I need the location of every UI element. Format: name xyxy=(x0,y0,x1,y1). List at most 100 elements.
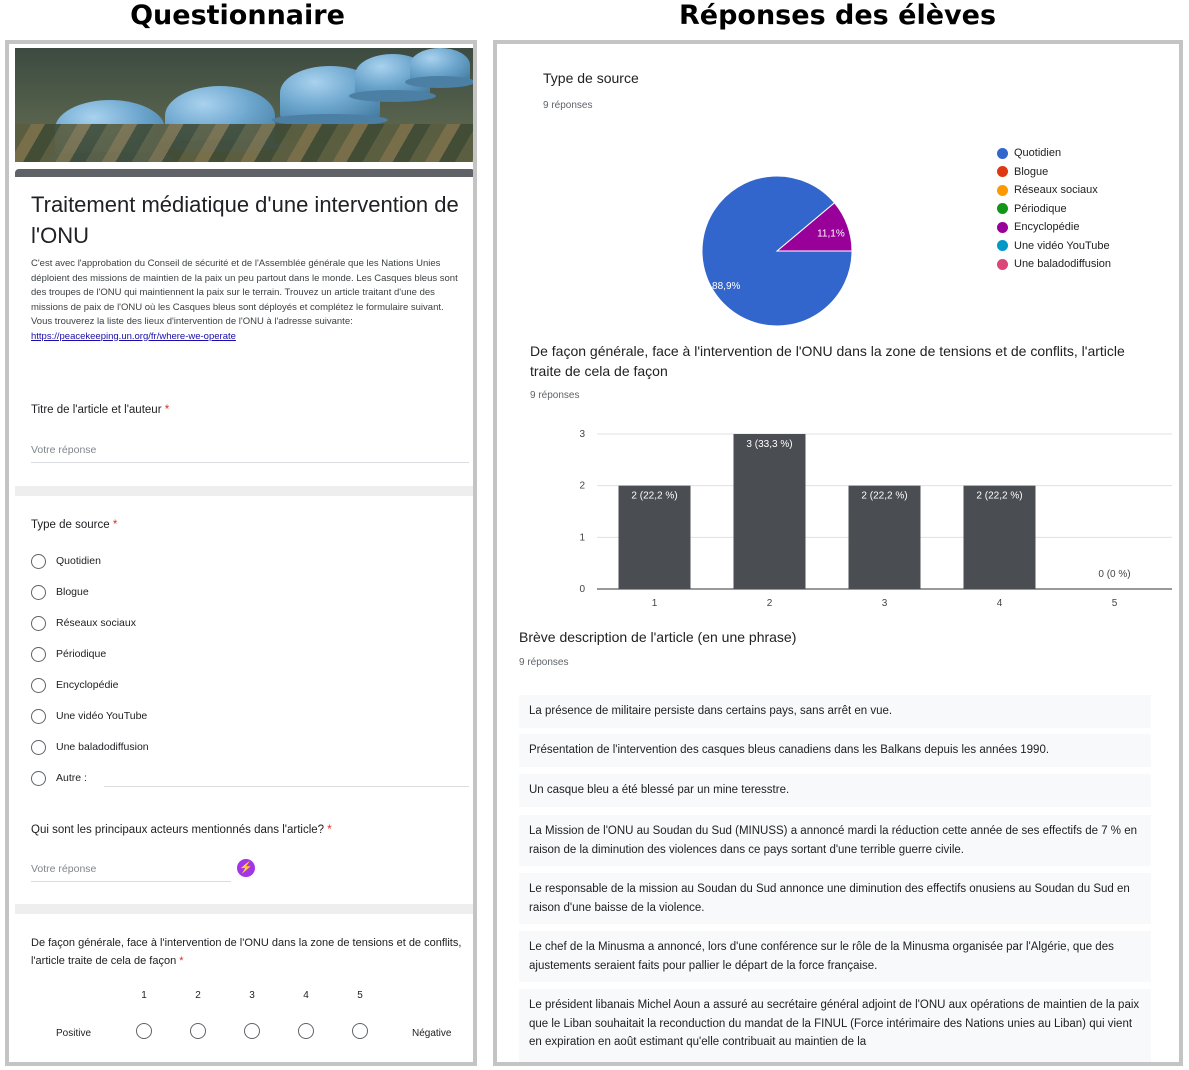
radio-button-icon[interactable] xyxy=(31,584,46,600)
radio-button-icon[interactable] xyxy=(31,708,46,724)
legend-item: Une vidéo YouTube xyxy=(997,240,1110,252)
legend-color-dot xyxy=(997,147,1008,159)
legend-label: Une baladodiffusion xyxy=(1014,258,1112,270)
description-response-count: 9 réponses xyxy=(519,657,569,668)
responses-panel: Type de source 9 réponses 11,1% 88,9% Quo… xyxy=(493,40,1183,1066)
grammar-extension-icon[interactable]: ⚡ xyxy=(237,859,255,877)
x-tick-label: 4 xyxy=(997,598,1003,609)
radio-button-icon[interactable] xyxy=(31,739,46,755)
scale-label-3: 3 xyxy=(249,990,255,1001)
form-description: C'est avec l'approbation du Conseil de s… xyxy=(31,257,461,344)
scale-label-1: 1 xyxy=(141,990,147,1001)
option-reseaux-sociaux[interactable]: Réseaux sociaux xyxy=(31,614,136,632)
scale-high-label: Négative xyxy=(412,1028,452,1039)
option-quotidien[interactable]: Quotidien xyxy=(31,552,101,570)
scale-label-2: 2 xyxy=(195,990,201,1001)
description-response-item: Le chef de la Minusma a annoncé, lors d'… xyxy=(519,931,1151,982)
form-color-strip xyxy=(15,169,473,177)
description-response-item: Présentation de l'intervention des casqu… xyxy=(519,734,1151,767)
header-banner-image xyxy=(15,48,473,162)
description-link-intro: Vous trouverez la liste des lieux d'inte… xyxy=(31,316,353,327)
radio-button-icon[interactable] xyxy=(31,553,46,569)
legend-color-dot xyxy=(997,203,1008,214)
scale-low-label: Positive xyxy=(56,1028,92,1039)
scale-radio-3[interactable] xyxy=(244,1023,260,1039)
description-section-title: Brève description de l'article (en une p… xyxy=(519,629,797,645)
bar-2 xyxy=(733,434,806,589)
bar-data-label: 0 (0 %) xyxy=(1098,569,1130,580)
bar-data-label: 3 (33,3 %) xyxy=(746,439,792,450)
responses-heading: Réponses des élèves xyxy=(678,0,997,31)
questionnaire-panel: Traitement médiatique d'une intervention… xyxy=(5,40,477,1066)
section-divider xyxy=(15,486,473,496)
bar-3 xyxy=(848,485,921,589)
pie-slice-label: 88,9% xyxy=(712,281,740,292)
y-tick-label: 2 xyxy=(579,481,585,492)
legend-color-dot xyxy=(997,221,1008,233)
bar-data-label: 2 (22,2 %) xyxy=(976,491,1022,502)
legend-color-dot xyxy=(997,258,1008,270)
radio-button-icon[interactable] xyxy=(31,677,46,693)
question-treatment-scale: De façon générale, face à l'intervention… xyxy=(31,937,462,967)
scale-label-4: 4 xyxy=(303,990,309,1001)
legend-item: Encyclopédie xyxy=(997,221,1079,233)
operations-link[interactable]: https://peacekeeping.un.org/fr/where-we-… xyxy=(31,330,236,342)
option-blogue[interactable]: Blogue xyxy=(31,583,89,601)
source-type-pie-chart: 11,1% 88,9% xyxy=(701,175,853,327)
bar-data-label: 2 (22,2 %) xyxy=(861,491,907,502)
form-title: Traitement médiatique d'une intervention… xyxy=(31,192,459,248)
question-title-author: Titre de l'article et l'auteur * xyxy=(31,404,170,416)
option-autre[interactable]: Autre : xyxy=(31,769,87,787)
radio-button-icon[interactable] xyxy=(31,646,46,662)
legend-item: Périodique xyxy=(997,203,1067,215)
legend-label: Blogue xyxy=(1014,165,1049,178)
radio-button-icon[interactable] xyxy=(31,615,46,631)
legend-item: Blogue xyxy=(997,166,1048,178)
description-response-item: Le président libanais Michel Aoun a assu… xyxy=(519,989,1151,1062)
question-source-type: Type de source * xyxy=(31,519,118,531)
scale-radio-4[interactable] xyxy=(298,1023,314,1039)
bar-response-count: 9 réponses xyxy=(530,390,580,401)
legend-label: Périodique xyxy=(1014,202,1067,215)
legend-label: Réseaux sociaux xyxy=(1014,184,1098,196)
x-tick-label: 2 xyxy=(767,598,773,609)
legend-label: Quotidien xyxy=(1014,147,1062,159)
y-tick-label: 1 xyxy=(579,532,585,543)
x-tick-label: 5 xyxy=(1112,598,1118,609)
scale-radio-1[interactable] xyxy=(136,1023,152,1039)
legend-color-dot xyxy=(997,184,1008,196)
bar-4 xyxy=(963,485,1036,589)
other-text-input[interactable] xyxy=(104,786,469,787)
legend-color-dot xyxy=(997,166,1008,177)
pie-slice-quotidien xyxy=(701,175,853,327)
title-author-input[interactable]: Votre réponse xyxy=(31,444,469,463)
y-tick-label: 3 xyxy=(579,429,585,440)
bar-1 xyxy=(618,485,691,589)
section-divider xyxy=(15,904,473,914)
description-response-item: La présence de militaire persiste dans c… xyxy=(519,695,1151,728)
option-video-youtube[interactable]: Une vidéo YouTube xyxy=(31,707,147,725)
legend-item: Une baladodiffusion xyxy=(997,258,1111,270)
pie-section-title: Type de source xyxy=(543,70,639,86)
description-paragraph: C'est avec l'approbation du Conseil de s… xyxy=(31,258,458,313)
treatment-bar-chart: 0 1 2 3 2 (22,2 %) 1 3 (33,3 %) 2 2 (22,2 %) 3 2 (… xyxy=(579,429,1172,609)
scale-radio-2[interactable] xyxy=(190,1023,206,1039)
questionnaire-heading: Questionnaire xyxy=(130,0,345,31)
description-response-item: La Mission de l'ONU au Soudan du Sud (MI… xyxy=(519,815,1151,866)
question-main-actors: Qui sont les principaux acteurs mentionn… xyxy=(31,824,332,836)
y-tick-label: 0 xyxy=(579,584,585,595)
x-tick-label: 1 xyxy=(652,598,658,609)
bar-section-title: De façon générale, face à l'intervention… xyxy=(530,343,1125,379)
legend-label: Encyclopédie xyxy=(1014,221,1080,233)
form-header-card: Traitement médiatique d'une intervention… xyxy=(15,177,473,477)
legend-item: Réseaux sociaux xyxy=(997,184,1098,196)
scale-radio-5[interactable] xyxy=(352,1023,368,1039)
option-baladodiffusion[interactable]: Une baladodiffusion xyxy=(31,738,149,756)
radio-button-icon[interactable] xyxy=(31,770,46,786)
legend-label: Une vidéo YouTube xyxy=(1014,239,1110,252)
description-response-item: Un casque bleu a été blessé par un mine … xyxy=(519,774,1151,807)
option-encyclopedie[interactable]: Encyclopédie xyxy=(31,676,118,694)
option-periodique[interactable]: Périodique xyxy=(31,645,106,663)
pie-response-count: 9 réponses xyxy=(543,100,593,111)
main-actors-input[interactable]: Votre réponse xyxy=(31,863,231,882)
